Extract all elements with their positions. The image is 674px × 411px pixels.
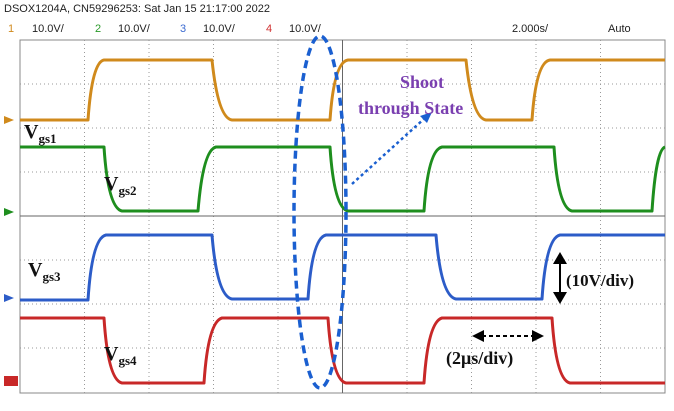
- svg-text:Vgs4: Vgs4: [104, 343, 137, 368]
- label-main: V: [104, 173, 119, 195]
- arrow-head: [420, 112, 432, 123]
- waveform-ch2: [20, 145, 666, 213]
- channel-markers: [4, 116, 18, 386]
- label-main: V: [104, 343, 119, 365]
- channel-bar: 1 10.0V/ 2 10.0V/ 3 10.0V/ 4 10.0V/ 2.00…: [8, 23, 631, 35]
- label-sub: gs3: [42, 269, 61, 284]
- horizontal-scale-arrow: [472, 330, 544, 342]
- channel-number: 1: [8, 23, 14, 35]
- header-title: DSOX1204A, CN59296253: Sat Jan 15 21:17:…: [4, 3, 270, 15]
- graticule: [20, 40, 665, 393]
- annotation-horizontal-scale: (2μs/div): [446, 348, 513, 369]
- label-main: V: [24, 121, 39, 143]
- svg-text:Vgs3: Vgs3: [28, 259, 61, 284]
- label-main: V: [28, 259, 43, 281]
- timebase: 2.000s/: [512, 23, 549, 35]
- channel-number: 3: [180, 23, 186, 35]
- channel-labels: Vgs1 Vgs2 Vgs3 Vgs4: [24, 121, 137, 368]
- footer-area: [0, 398, 674, 411]
- svg-text:Vgs2: Vgs2: [104, 173, 137, 198]
- pointer-arrow: [351, 117, 426, 185]
- annotation-vertical-scale: (10V/div): [566, 271, 634, 290]
- annotation-shoot: through State: [358, 98, 463, 118]
- highlight-ellipse: [292, 34, 348, 390]
- channel-scale: 10.0V/: [32, 23, 65, 35]
- trigger-mode: Auto: [608, 23, 631, 35]
- vertical-scale-arrow: [553, 252, 567, 304]
- waveform-ch3: [20, 233, 665, 302]
- waveform-ch4: [20, 316, 665, 385]
- channel-scale: 10.0V/: [289, 23, 322, 35]
- svg-text:Vgs1: Vgs1: [24, 121, 57, 146]
- label-sub: gs4: [118, 353, 137, 368]
- channel-scale: 10.0V/: [118, 23, 151, 35]
- annotation-shoot: Shoot: [400, 72, 444, 92]
- channel-number: 4: [266, 23, 272, 35]
- label-sub: gs2: [118, 183, 136, 198]
- label-sub: gs1: [38, 131, 56, 146]
- channel-number: 2: [95, 23, 101, 35]
- channel-scale: 10.0V/: [203, 23, 236, 35]
